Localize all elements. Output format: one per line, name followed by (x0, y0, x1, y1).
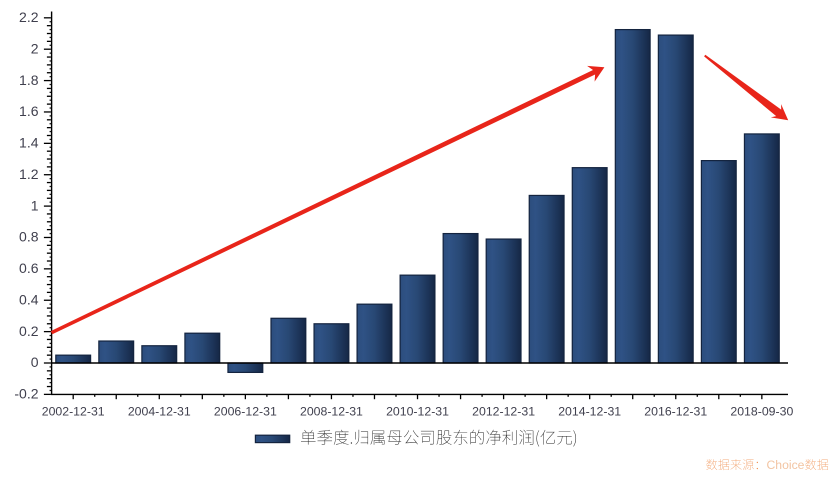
svg-text:2: 2 (31, 40, 39, 56)
svg-text:2008-12-31: 2008-12-31 (300, 404, 363, 418)
svg-text:0.2: 0.2 (19, 323, 39, 339)
svg-text:0.6: 0.6 (19, 260, 39, 276)
svg-text:1.2: 1.2 (19, 166, 39, 182)
svg-text:-0.2: -0.2 (14, 386, 38, 402)
svg-text:1: 1 (31, 197, 39, 213)
svg-text:2002-12-31: 2002-12-31 (42, 404, 105, 418)
svg-text:0.8: 0.8 (19, 229, 39, 245)
svg-text:2018-09-30: 2018-09-30 (730, 404, 793, 418)
svg-text:0: 0 (31, 354, 39, 370)
svg-text:2004-12-31: 2004-12-31 (128, 404, 191, 418)
svg-text:1.8: 1.8 (19, 72, 39, 88)
svg-text:2014-12-31: 2014-12-31 (558, 404, 621, 418)
svg-text:0.4: 0.4 (19, 291, 39, 307)
svg-text:Choice: Choice (767, 458, 805, 472)
svg-text:2006-12-31: 2006-12-31 (214, 404, 277, 418)
svg-text:1.6: 1.6 (19, 103, 39, 119)
svg-text:1.4: 1.4 (19, 135, 39, 151)
svg-text:2.2: 2.2 (19, 9, 39, 25)
svg-text:2012-12-31: 2012-12-31 (472, 404, 535, 418)
svg-text:2010-12-31: 2010-12-31 (386, 404, 449, 418)
svg-text:2016-12-31: 2016-12-31 (644, 404, 707, 418)
